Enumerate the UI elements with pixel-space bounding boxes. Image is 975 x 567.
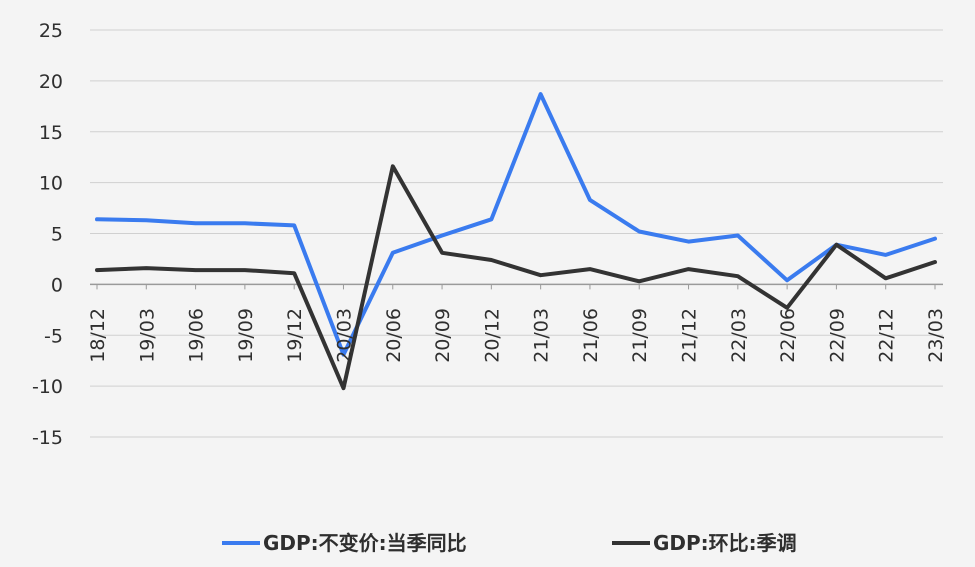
y-tick-label: -10	[32, 376, 63, 398]
x-tick-label: 22/09	[826, 308, 848, 363]
x-tick-label: 19/06	[186, 308, 208, 363]
x-tick-label: 20/06	[383, 308, 405, 363]
x-tick-label: 21/03	[531, 308, 553, 363]
y-tick-label: 15	[39, 122, 63, 144]
x-tick-label: 22/12	[876, 308, 898, 363]
y-tick-label: -15	[32, 427, 63, 449]
x-tick-label: 20/09	[432, 308, 454, 363]
series-line-2	[95, 164, 937, 391]
x-tick-label: 19/09	[235, 308, 257, 363]
grid-layer	[90, 29, 943, 438]
x-tick-label: 22/06	[777, 308, 799, 363]
x-axis-ticks: 18/12 19/03 19/06 19/09 19/12 20/03 20/06 20/09…	[87, 308, 947, 363]
x-tick-label: 19/12	[284, 308, 306, 363]
series-line-1	[95, 92, 937, 357]
x-tick-label: 21/06	[580, 308, 602, 363]
series-layer	[95, 92, 937, 391]
x-tick-label: 19/03	[136, 308, 158, 363]
y-tick-label: 20	[39, 71, 63, 93]
y-tick-label: 5	[51, 224, 63, 246]
x-tick-label: 22/03	[728, 308, 750, 363]
y-tick-label: 10	[39, 173, 63, 195]
y-tick-label: 25	[39, 20, 63, 42]
legend-label-series-1: GDP:不变价:当季同比	[263, 531, 467, 555]
x-tick-label: 23/03	[925, 308, 947, 363]
x-tick-label: 20/03	[333, 308, 355, 363]
y-tick-label: 0	[51, 274, 63, 296]
legend: GDP:不变价:当季同比 GDP:环比:季调	[222, 531, 797, 555]
x-tick-label: 21/12	[679, 308, 701, 363]
x-tick-label: 18/12	[87, 308, 109, 363]
x-tick-label: 20/12	[481, 308, 503, 363]
legend-label-series-2: GDP:环比:季调	[653, 531, 797, 555]
x-tick-label: 21/09	[629, 308, 651, 363]
y-tick-label: -5	[44, 325, 63, 347]
y-axis-ticks: 25 20 15 10 5 0 -5 -10 -15	[32, 20, 63, 449]
